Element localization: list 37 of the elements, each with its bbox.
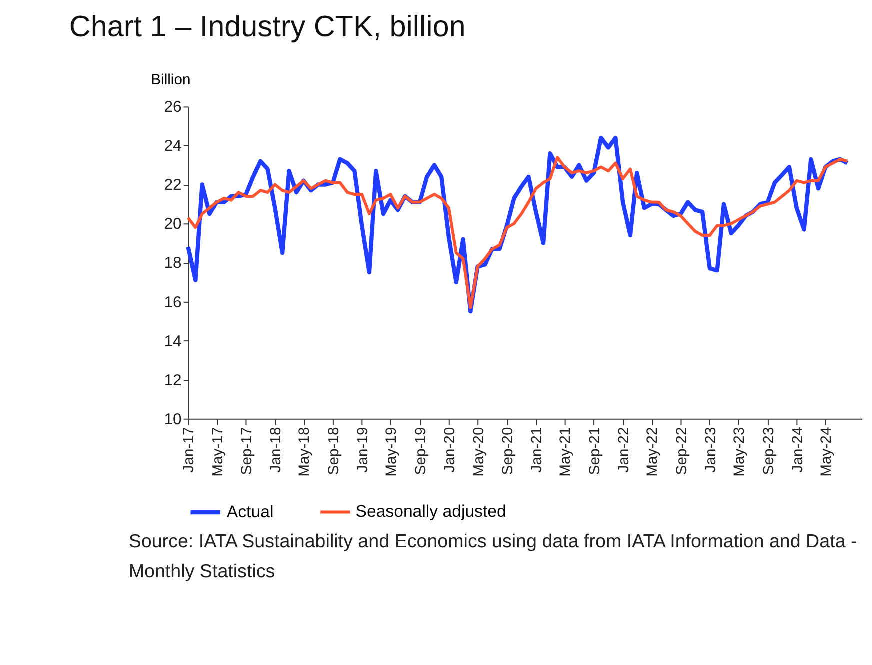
x-tick-label: Jan-21 (530, 427, 546, 473)
y-tick-label: 18 (164, 255, 182, 272)
x-tick-label: May-19 (384, 427, 400, 477)
x-tick-label: May-18 (297, 427, 314, 477)
y-tick-label: 10 (164, 411, 182, 428)
y-tick-label: 20 (164, 216, 182, 234)
x-tick-label: Jan-19 (356, 427, 372, 473)
x-tick-label: Jan-18 (268, 427, 285, 473)
x-tick-label: Sep-17 (240, 427, 256, 476)
legend-label: Seasonally adjusted (356, 502, 506, 522)
y-tick-label: 12 (164, 372, 182, 390)
x-tick-label: May-23 (732, 427, 748, 477)
y-tick-label: 14 (164, 333, 182, 350)
y-axis-title: Billion (151, 72, 191, 88)
chart-title: Chart 1 – Industry CTK, billion (69, 10, 466, 44)
y-tick-label: 26 (164, 99, 182, 116)
x-tick-label: Sep-19 (413, 427, 430, 476)
x-tick-label: Sep-23 (761, 427, 778, 476)
x-tick-label: May-21 (558, 427, 574, 477)
y-tick-label: 24 (164, 138, 182, 156)
x-tick-label: Jan-20 (442, 427, 458, 473)
x-tick-label: May-22 (645, 427, 662, 477)
x-tick-label: May-20 (471, 427, 488, 477)
x-tick-label: Sep-21 (587, 427, 604, 476)
y-tick-label: 22 (164, 177, 182, 194)
source-note: Source: IATA Sustainability and Economics using data from IATA Information and Data - Monthly Statistics (128, 530, 858, 582)
y-tick-label: 16 (164, 294, 182, 312)
legend-label: Actual (226, 502, 274, 522)
x-tick-label: Sep-22 (674, 427, 690, 476)
x-tick-label: Sep-18 (326, 427, 342, 476)
x-tick-label: Sep-20 (500, 427, 517, 476)
x-tick-label: Jan-17 (182, 427, 198, 473)
x-tick-label: Jan-24 (790, 427, 806, 473)
x-tick-label: Jan-22 (616, 427, 632, 473)
x-tick-label: Jan-23 (703, 427, 720, 473)
x-tick-label: May-17 (210, 427, 226, 477)
x-tick-label: May-24 (819, 427, 836, 477)
